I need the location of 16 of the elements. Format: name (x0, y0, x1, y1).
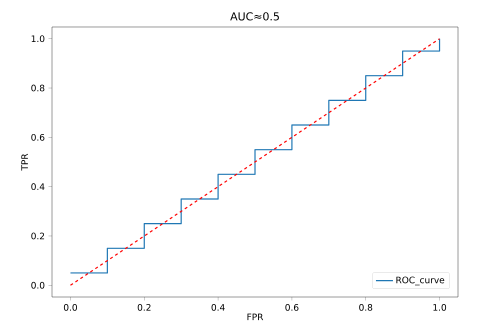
legend-label: ROC_curve (396, 276, 444, 286)
x-tick-label: 0.6 (285, 304, 298, 311)
x-tick-label: 0.8 (359, 304, 372, 311)
y-tick-label: 1.0 (32, 35, 44, 42)
y-tick-label: 0.6 (31, 134, 44, 141)
x-tick-label: 0.4 (212, 304, 225, 311)
y-tick-label: 0.2 (31, 232, 44, 240)
x-tick-label: 0.0 (64, 304, 77, 311)
y-tick-label: 0.8 (31, 84, 44, 92)
y-axis-title: TPR (21, 154, 28, 171)
chart-title: AUC≈0.5 (230, 12, 279, 20)
y-tick-label: 0.0 (31, 282, 44, 289)
x-tick-label: 1.0 (433, 304, 446, 311)
y-tick-label: 0.4 (31, 183, 44, 190)
x-tick-label: 0.2 (138, 304, 151, 311)
x-axis-title: FPR (247, 314, 264, 320)
